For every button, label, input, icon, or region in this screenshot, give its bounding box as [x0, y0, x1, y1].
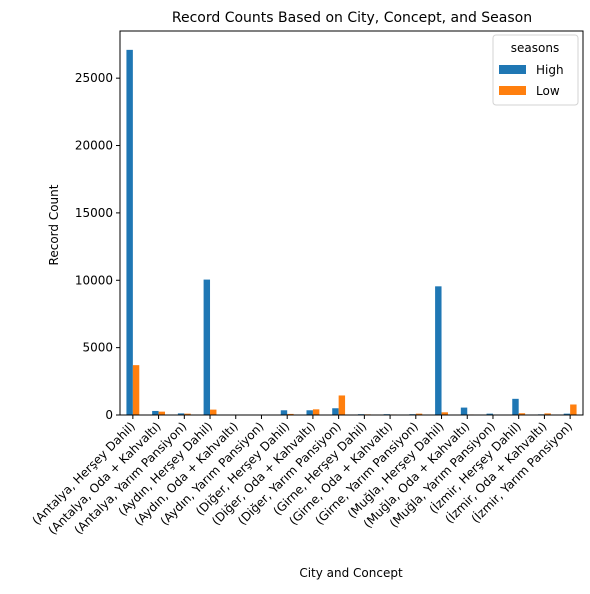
y-tick-label: 25000: [75, 71, 113, 85]
x-axis-label: City and Concept: [299, 566, 403, 580]
legend-swatch-high: [499, 65, 526, 74]
y-tick-label: 20000: [75, 139, 113, 153]
legend-label-low: Low: [536, 84, 560, 98]
bar-low-1: [159, 412, 165, 415]
bar-low-3: [210, 410, 216, 415]
bar-high-0: [126, 50, 132, 415]
bar-high-15: [512, 399, 518, 415]
y-tick-label: 5000: [82, 341, 113, 355]
x-axis: (Antalya, Herşey Dahil)(Antalya, Oda + K…: [29, 415, 575, 537]
bar-high-3: [204, 280, 210, 415]
y-tick-label: 15000: [75, 206, 113, 220]
y-tick-label: 10000: [75, 273, 113, 287]
y-tick-label: 0: [105, 408, 113, 422]
bar-high-7: [306, 410, 312, 415]
legend-title: seasons: [511, 41, 559, 55]
bar-high-8: [332, 408, 338, 415]
bar-low-7: [313, 409, 319, 415]
bar-low-17: [570, 404, 576, 415]
y-axis: 0 5000 10000 15000 20000 25000: [75, 71, 120, 422]
y-axis-label: Record Count: [47, 184, 61, 265]
legend-swatch-low: [499, 86, 526, 95]
bar-high-12: [435, 286, 441, 415]
bar-low-0: [133, 365, 139, 415]
bar-high-1: [152, 411, 158, 415]
chart-title: Record Counts Based on City, Concept, an…: [172, 10, 532, 26]
bar-low-8: [339, 395, 345, 415]
bar-high-13: [461, 408, 467, 415]
legend-label-high: High: [536, 63, 564, 77]
legend: seasons High Low: [493, 35, 578, 105]
bar-high-6: [281, 410, 287, 415]
